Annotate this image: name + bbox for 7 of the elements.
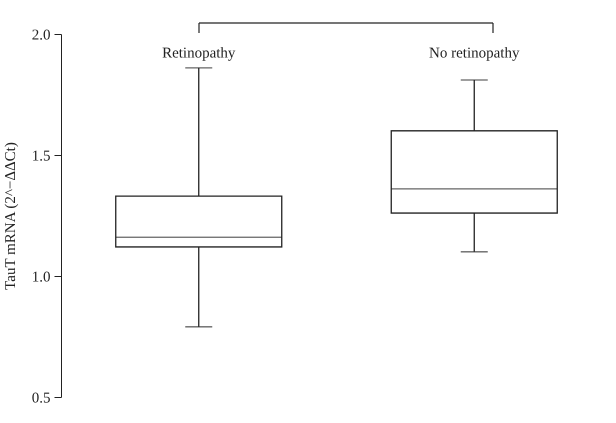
y-tick-label: 1.0	[32, 270, 50, 286]
x-tick-label: Retinopathy	[162, 46, 236, 62]
y-tick-label: 1.5	[32, 148, 50, 164]
y-axis-title: TauT mRNA (2^−ΔΔCt)	[2, 142, 19, 290]
x-tick-label: No retinopathy	[429, 46, 520, 62]
y-tick-label: 2.0	[32, 28, 50, 44]
y-tick-label: 0.5	[32, 390, 50, 406]
